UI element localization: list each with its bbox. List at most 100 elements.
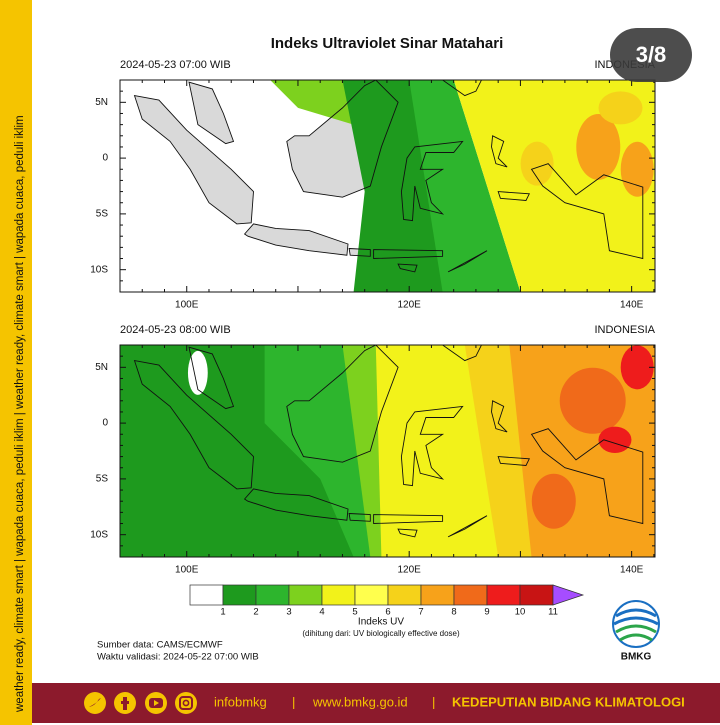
uv-field — [520, 141, 554, 186]
lon-label: 100E — [175, 565, 199, 576]
coastline — [431, 345, 483, 362]
colorbar-box — [222, 584, 257, 606]
land-nodata — [244, 223, 348, 256]
uv-field — [531, 473, 576, 529]
coastline — [373, 514, 444, 524]
footer-separator: | — [292, 694, 295, 709]
coastline — [431, 80, 483, 97]
lon-label: 140E — [620, 300, 644, 311]
coastline — [397, 263, 418, 273]
colorbar-label: 1 — [220, 607, 225, 618]
coastline — [243, 223, 349, 256]
map-panel: 5N 0 5S 10S 100E 120E 140E 2024-05-23 07:00 WIB… — [90, 59, 656, 311]
colorbar-title: Indeks UV — [358, 617, 404, 628]
coastline — [497, 191, 530, 201]
panel-time: 2024-05-23 07:00 WIB — [120, 59, 231, 71]
land-nodata — [134, 95, 254, 224]
map-frame — [119, 344, 656, 558]
lat-label: 5S — [96, 474, 109, 485]
logo — [612, 600, 660, 648]
side-text: weather ready, climate smart | wapada cu… — [14, 115, 26, 713]
coastline — [188, 346, 235, 410]
colorbar-box — [420, 584, 455, 606]
coastline — [188, 81, 235, 145]
colorbar-note: (dihitung dari: UV biologically effectiv… — [302, 629, 460, 638]
coastline — [373, 249, 444, 259]
colorbar-label: 11 — [548, 607, 558, 618]
colorbar-box — [387, 584, 422, 606]
coastline — [491, 400, 508, 433]
lat-label: 10S — [90, 529, 108, 540]
colorbar-box — [519, 584, 554, 606]
footer-dept: KEDEPUTIAN BIDANG KLIMATOLOGI — [452, 694, 685, 709]
lon-label: 120E — [398, 565, 422, 576]
lat-label: 5N — [95, 97, 108, 108]
panels: 5N 0 5S 10S 100E 120E 140E 2024-05-23 07:00 WIB… — [90, 59, 656, 576]
validity: Waktu validasi: 2024-05-22 07:00 WIB — [97, 652, 259, 663]
map-area — [120, 80, 655, 292]
colorbar-box — [189, 584, 224, 606]
colorbar-box — [486, 584, 521, 606]
coastline — [348, 513, 371, 522]
coastline — [491, 135, 508, 168]
colorbar-label: 10 — [515, 607, 526, 618]
colorbar-label: 7 — [418, 607, 423, 618]
colorbar-box — [354, 584, 389, 606]
uv-field — [270, 80, 354, 125]
footer-url: www.bmkg.go.id — [312, 694, 408, 709]
coastline — [497, 456, 530, 466]
colorbar-label: 8 — [451, 607, 456, 618]
coastline — [243, 488, 349, 521]
coastline — [133, 95, 254, 225]
coastline — [530, 428, 644, 525]
coastline — [397, 528, 418, 538]
colorbar-box — [453, 584, 488, 606]
coastline — [348, 248, 371, 257]
colorbar-box — [288, 584, 323, 606]
map-panel: 5N 0 5S 10S 100E 120E 140E 2024-05-23 08:00 WIB… — [90, 324, 656, 576]
lat-label: 5S — [96, 209, 109, 220]
uv-field — [620, 141, 654, 197]
badge — [610, 28, 692, 82]
map-area — [120, 345, 655, 557]
footer-handle: infobmkg — [214, 694, 267, 709]
uv-field — [598, 426, 632, 454]
colorbar-label: 2 — [253, 607, 258, 618]
coastline — [400, 405, 464, 487]
coastline — [530, 163, 644, 260]
land-nodata — [189, 82, 234, 144]
map-title: Indeks Ultraviolet Sinar Matahari — [271, 35, 504, 52]
colorbar: 1 2 3 4 5 6 7 8 9 10 11 — [189, 584, 585, 618]
lat-label: 5N — [95, 362, 108, 373]
colorbar-label: 6 — [385, 607, 390, 618]
lon-label: 100E — [175, 300, 199, 311]
colorbar-arrow — [552, 584, 585, 606]
colorbar-label: 3 — [286, 607, 291, 618]
source: Sumber data: CAMS/ECMWF — [97, 640, 223, 651]
logo-text: BMKG — [621, 652, 652, 663]
coastline — [447, 515, 488, 538]
panel-time: 2024-05-23 08:00 WIB — [120, 324, 231, 336]
colorbar-label: 9 — [484, 607, 489, 618]
footer-separator: | — [432, 694, 435, 709]
coastline — [400, 140, 464, 222]
uv-field — [187, 350, 208, 395]
uv-field — [598, 91, 643, 125]
uv-field — [620, 345, 654, 390]
colorbar-box — [321, 584, 356, 606]
badge-text: 3/8 — [636, 42, 667, 67]
lon-label: 140E — [620, 565, 644, 576]
colorbar-box — [255, 584, 290, 606]
uv-field — [559, 367, 626, 434]
social-icons — [84, 692, 197, 714]
side-strip — [0, 0, 32, 725]
lat-label: 10S — [90, 264, 108, 275]
map-frame — [119, 79, 656, 293]
coastline — [286, 345, 399, 463]
uv-field — [409, 80, 521, 292]
colorbar-label: 5 — [352, 607, 357, 618]
coastline — [286, 80, 399, 198]
panel-region: INDONESIA — [594, 324, 655, 336]
lon-label: 120E — [398, 300, 422, 311]
